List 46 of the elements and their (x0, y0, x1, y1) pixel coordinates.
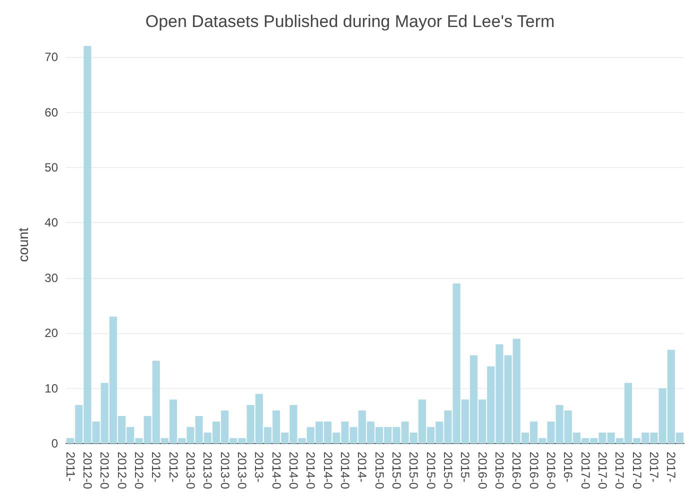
x-tick-label: 2016-0 (526, 452, 541, 490)
x-tick-label: 2017-0 (630, 452, 644, 490)
x-tick-label: 2015-0 (424, 452, 438, 490)
y-tick-label: 10 (44, 381, 58, 396)
y-tick-label: 30 (44, 270, 58, 285)
x-tick-label: 2012-0 (132, 452, 146, 490)
x-tick-label: 2012- (166, 452, 180, 482)
x-tick-label: 2015-0 (440, 452, 455, 490)
x-tick-label: 2015-0 (372, 452, 386, 490)
x-tick-label: 2013-0 (200, 452, 215, 490)
x-tick-label: 2014-0 (338, 452, 352, 490)
y-tick-label: 0 (51, 436, 58, 451)
x-tick-label: 2013-0 (234, 452, 249, 490)
x-tick-label: 2014-0 (320, 452, 335, 490)
x-tick-label: 2012- (149, 452, 164, 482)
chart-title: Open Datasets Published during Mayor Ed Lee's Term (145, 12, 555, 31)
x-tick-label: 2017-0 (612, 452, 627, 490)
x-tick-label: 2015- (458, 452, 472, 482)
y-axis-title: count (15, 228, 31, 262)
x-tick-label: 2017-0 (595, 452, 610, 490)
x-tick-label: 2012-0 (114, 452, 129, 490)
x-tick-label: 2013-0 (218, 452, 232, 490)
x-tick-label: 2017- (646, 452, 661, 482)
x-tick-label: 2014- (355, 452, 370, 482)
x-tick-label: 2015-0 (389, 452, 404, 490)
x-tick-label: 2016-0 (544, 452, 558, 490)
x-tick-label: 2016-0 (475, 452, 490, 490)
x-tick-label: 2013-0 (183, 452, 198, 490)
x-tick-label: 2014-0 (304, 452, 318, 490)
x-tick-label: 2016-0 (492, 452, 506, 490)
y-tick-label: 60 (44, 105, 58, 120)
y-tick-label: 20 (44, 326, 58, 340)
x-tick-label: 2014-0 (286, 452, 300, 490)
x-tick-label: 2012-0 (80, 452, 94, 490)
x-tick-label: 2017-0 (578, 452, 592, 490)
x-tick-label: 2011- (63, 452, 78, 482)
x-tick-label: 2013- (252, 452, 266, 482)
x-tick-label: 2017- (664, 452, 678, 482)
y-tick-label: 50 (44, 160, 58, 174)
x-tick-label: 2015-0 (406, 452, 421, 490)
y-tick-label: 70 (44, 50, 58, 64)
y-tick-label: 40 (44, 216, 58, 230)
x-tick-label: 2016-0 (510, 452, 524, 490)
x-tick-label: 2016- (561, 452, 576, 482)
x-tick-label: 2012-0 (98, 452, 112, 490)
x-tick-label: 2014-0 (269, 452, 284, 490)
